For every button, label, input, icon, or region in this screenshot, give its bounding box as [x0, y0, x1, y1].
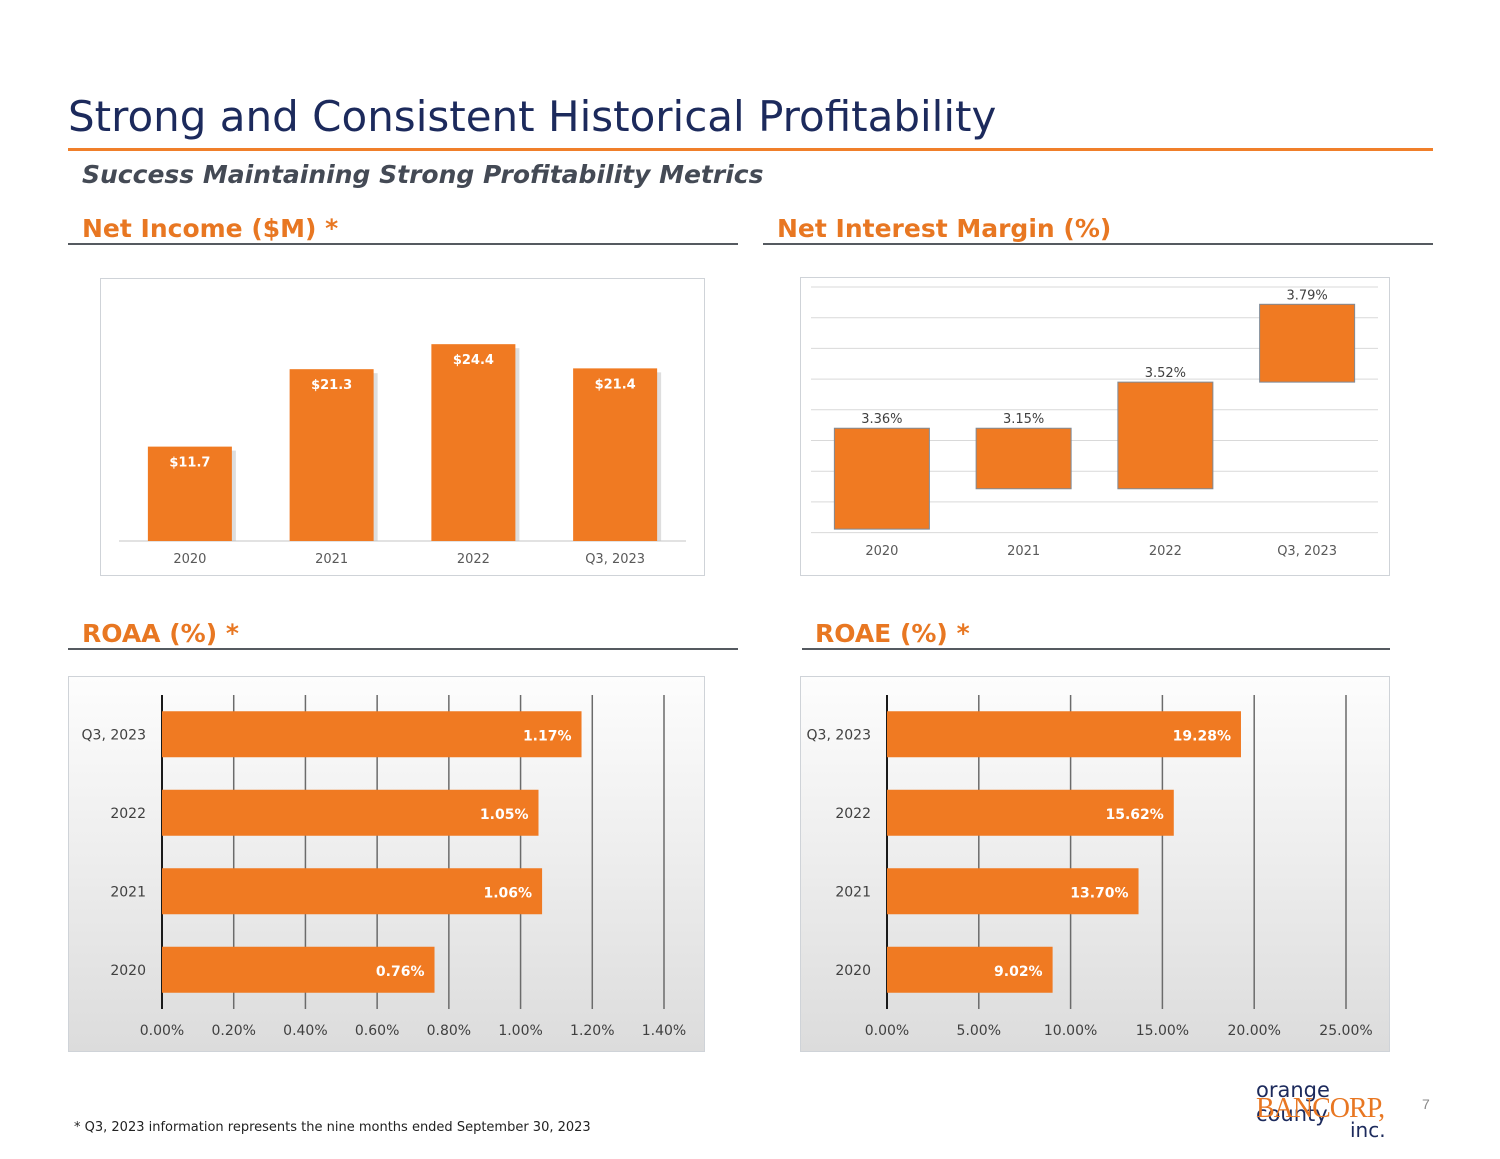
nim-chart: 3.36% 2020 3.15% 2021 3.52% 2022 3.79% Q3, 2023 — [800, 277, 1390, 576]
data-label: 1.17% — [523, 728, 572, 744]
x-tick-label: 25.00% — [1319, 1023, 1372, 1039]
x-tick-label: 2021 — [1007, 544, 1040, 559]
x-tick-label: 0.60% — [355, 1023, 399, 1039]
data-label: 13.70% — [1070, 885, 1128, 901]
x-tick-label: 0.00% — [865, 1023, 909, 1039]
roaa-chart: 0.00% 0.20% 0.40% 0.60% 0.80% 1.00% 1.20% 1.40%… — [68, 676, 705, 1052]
x-tick-label: Q3, 2023 — [1277, 544, 1337, 559]
x-tick-label: Q3, 2023 — [585, 552, 645, 567]
bar — [887, 789, 1174, 836]
roae-svg: 0.00% 5.00% 10.00% 15.00% 20.00% 25.00% 19.28%… — [807, 695, 1373, 1039]
bar — [431, 344, 516, 541]
y-tick-label: 2022 — [835, 806, 871, 822]
data-label: 1.06% — [484, 885, 533, 901]
y-tick-label: 2022 — [110, 806, 146, 822]
bar — [147, 446, 232, 541]
data-label: $24.4 — [453, 353, 494, 368]
x-tick-label: 0.00% — [140, 1023, 184, 1039]
x-tick-label: 0.40% — [283, 1023, 327, 1039]
title-rule — [68, 148, 1433, 151]
bar — [162, 789, 539, 836]
x-tick-label: 2020 — [865, 544, 898, 559]
x-tick-label: 15.00% — [1136, 1023, 1189, 1039]
x-tick-label: 1.00% — [498, 1023, 542, 1039]
data-label: 0.76% — [376, 964, 425, 980]
data-label: 3.79% — [1286, 288, 1327, 303]
bar — [162, 946, 435, 993]
logo-line3: inc. — [1350, 1118, 1386, 1142]
bar — [1259, 303, 1356, 383]
net-income-rule — [68, 243, 738, 245]
nim-svg: 3.36% 2020 3.15% 2021 3.52% 2022 3.79% Q3, 2023 — [811, 286, 1378, 559]
x-tick-label: 10.00% — [1044, 1023, 1097, 1039]
logo-line1: orange county — [1256, 1078, 1330, 1126]
bar — [975, 427, 1072, 490]
x-tick-label: 5.00% — [957, 1023, 1001, 1039]
roae-chart: 0.00% 5.00% 10.00% 15.00% 20.00% 25.00% 19.28%… — [800, 676, 1390, 1052]
data-label: $21.4 — [595, 377, 636, 392]
footnote: * Q3, 2023 information represents the ni… — [74, 1120, 591, 1135]
logo-line2: BANCORP, — [1256, 1093, 1385, 1124]
nim-rule — [763, 243, 1433, 245]
roaa-title: ROAA (%) * — [82, 619, 239, 648]
roae-title: ROAE (%) * — [815, 619, 970, 648]
y-tick-label: Q3, 2023 — [82, 727, 146, 743]
bar — [833, 427, 930, 530]
data-label: 3.52% — [1145, 366, 1186, 381]
y-tick-label: 2021 — [110, 884, 146, 900]
data-label: 19.28% — [1173, 728, 1231, 744]
x-tick-label: 1.40% — [642, 1023, 686, 1039]
x-tick-label: 0.20% — [211, 1023, 255, 1039]
bar — [887, 946, 1053, 993]
bar — [162, 868, 543, 915]
data-label: $11.7 — [169, 456, 210, 471]
x-tick-label: 20.00% — [1228, 1023, 1281, 1039]
net-income-svg: $11.7 2020 $21.3 2021 $24.4 2022 $21.4 Q3, 2023 — [119, 344, 686, 567]
data-label: $21.3 — [311, 378, 352, 393]
x-tick-label: 1.20% — [570, 1023, 614, 1039]
slide-title: Strong and Consistent Historical Profita… — [68, 92, 997, 141]
x-tick-label: 0.80% — [427, 1023, 471, 1039]
x-tick-label: 2022 — [1149, 544, 1182, 559]
y-tick-label: 2020 — [835, 963, 871, 979]
net-income-title: Net Income ($M) * — [82, 214, 339, 243]
data-label: 9.02% — [994, 964, 1043, 980]
x-tick-label: 2022 — [457, 552, 490, 567]
data-label: 3.15% — [1003, 412, 1044, 427]
y-tick-label: 2020 — [110, 963, 146, 979]
net-income-chart: $11.7 2020 $21.3 2021 $24.4 2022 $21.4 Q3, 2023 — [100, 278, 705, 576]
roaa-svg: 0.00% 0.20% 0.40% 0.60% 0.80% 1.00% 1.20% 1.40%… — [82, 695, 686, 1039]
data-label: 1.05% — [480, 807, 529, 823]
x-tick-label: 2020 — [173, 552, 206, 567]
slide-subtitle: Success Maintaining Strong Profitability… — [82, 160, 764, 189]
bar — [573, 368, 658, 541]
bar — [887, 711, 1241, 758]
data-label: 3.36% — [861, 412, 902, 427]
bar — [887, 868, 1139, 915]
page-number: 7 — [1422, 1096, 1430, 1112]
bar — [289, 369, 374, 541]
y-tick-label: 2021 — [835, 884, 871, 900]
nim-title: Net Interest Margin (%) — [777, 214, 1112, 243]
roae-rule — [802, 648, 1390, 650]
roaa-rule — [68, 648, 738, 650]
company-logo: orange county BANCORP, inc. — [1250, 1078, 1390, 1142]
data-label: 15.62% — [1105, 807, 1163, 823]
bar — [1117, 381, 1214, 490]
bar — [162, 711, 582, 758]
y-tick-label: Q3, 2023 — [807, 727, 871, 743]
x-tick-label: 2021 — [315, 552, 348, 567]
